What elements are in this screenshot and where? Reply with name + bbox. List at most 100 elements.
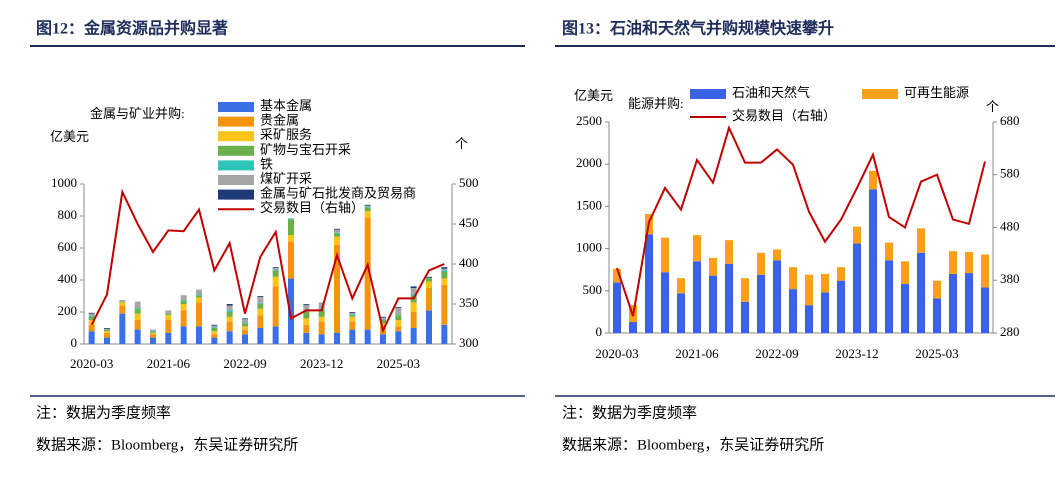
bar bbox=[196, 294, 202, 296]
bar bbox=[725, 263, 733, 333]
bar bbox=[426, 281, 432, 288]
bar bbox=[226, 304, 233, 306]
bar bbox=[242, 326, 248, 330]
bar bbox=[441, 324, 448, 344]
legend-label: 基本金属 bbox=[260, 98, 312, 113]
bar bbox=[380, 323, 386, 327]
bar bbox=[380, 334, 386, 344]
bar bbox=[272, 326, 279, 344]
bar bbox=[334, 233, 340, 237]
bar bbox=[901, 284, 909, 333]
bar bbox=[869, 189, 877, 333]
bar bbox=[272, 267, 279, 268]
bar bbox=[104, 329, 110, 332]
y2-tick-label: 400 bbox=[459, 255, 479, 270]
bar bbox=[104, 331, 110, 333]
bar bbox=[180, 304, 187, 311]
y-tick-label: 1000 bbox=[51, 175, 77, 190]
y2-tick-label: 380 bbox=[1000, 271, 1020, 286]
y-tick-label: 0 bbox=[71, 335, 78, 350]
bar bbox=[965, 251, 973, 274]
bar bbox=[226, 321, 233, 332]
bar bbox=[226, 310, 233, 312]
bar bbox=[318, 334, 325, 344]
bar bbox=[334, 229, 340, 233]
bar bbox=[805, 305, 813, 333]
x-tick-label: 2025-03 bbox=[915, 346, 958, 361]
y-tick-label: 200 bbox=[58, 303, 78, 318]
x-tick-label: 2023-12 bbox=[300, 356, 343, 371]
bar bbox=[150, 332, 156, 335]
bar bbox=[709, 275, 717, 333]
bar bbox=[380, 320, 386, 324]
bar bbox=[257, 304, 264, 309]
bar bbox=[334, 228, 340, 230]
bar bbox=[180, 326, 187, 344]
bar bbox=[364, 211, 371, 218]
bar bbox=[334, 244, 340, 333]
bar bbox=[334, 232, 340, 234]
bar bbox=[349, 312, 356, 313]
bar bbox=[134, 308, 141, 309]
legend-swatch bbox=[218, 102, 254, 112]
y2-axis-label: 个 bbox=[455, 136, 468, 151]
bar bbox=[773, 249, 781, 261]
bar bbox=[134, 308, 141, 314]
bar bbox=[741, 301, 749, 333]
bar bbox=[272, 268, 279, 270]
bar bbox=[441, 270, 448, 272]
bar bbox=[104, 328, 110, 330]
y2-tick-label: 280 bbox=[1000, 324, 1020, 339]
bar bbox=[789, 289, 797, 333]
bar bbox=[196, 289, 202, 295]
bar bbox=[981, 287, 989, 333]
legend-label: 可再生能源 bbox=[904, 85, 969, 100]
bar bbox=[150, 334, 156, 338]
legend-swatch bbox=[690, 89, 726, 99]
bar bbox=[88, 316, 95, 320]
bar bbox=[805, 274, 813, 306]
bar bbox=[165, 320, 172, 333]
bar bbox=[725, 240, 733, 264]
legend-label: 交易数目（右轴） bbox=[260, 200, 364, 215]
bar bbox=[410, 294, 417, 296]
note: 注：数据为季度频率 bbox=[562, 404, 697, 421]
line bbox=[90, 188, 445, 334]
bar bbox=[885, 242, 893, 261]
y2-tick-label: 480 bbox=[1000, 218, 1020, 233]
bar bbox=[211, 328, 218, 332]
bar bbox=[119, 301, 126, 303]
bar bbox=[426, 276, 432, 278]
bar bbox=[88, 312, 95, 314]
bar bbox=[613, 282, 621, 333]
bar bbox=[88, 320, 95, 325]
y2-tick-label: 500 bbox=[459, 175, 479, 190]
x-tick-label: 2022-09 bbox=[755, 346, 798, 361]
bar bbox=[303, 304, 310, 312]
x-tick-label: 2021-06 bbox=[147, 356, 191, 371]
bar bbox=[134, 301, 141, 308]
bar bbox=[257, 296, 264, 297]
legend-label: 铁 bbox=[260, 156, 273, 171]
bar bbox=[613, 268, 621, 283]
bar bbox=[965, 273, 973, 333]
legend-label: 交易数目（右轴） bbox=[732, 108, 836, 123]
legend-label: 石油和天然气 bbox=[732, 85, 810, 100]
bar bbox=[349, 316, 356, 322]
y-tick-label: 2000 bbox=[576, 155, 602, 170]
bar bbox=[821, 292, 829, 333]
note: 注：数据为季度频率 bbox=[36, 404, 171, 421]
bar bbox=[677, 278, 685, 294]
bar bbox=[226, 331, 233, 344]
bar bbox=[242, 318, 248, 320]
bar bbox=[303, 318, 310, 325]
bar bbox=[410, 288, 417, 295]
bar bbox=[757, 274, 765, 333]
bar bbox=[150, 329, 156, 332]
legend-title: 能源并购: bbox=[628, 96, 684, 111]
legend-label: 金属与矿石批发商及贸易商 bbox=[260, 186, 416, 201]
legend-swatch bbox=[218, 145, 254, 156]
bar bbox=[837, 267, 845, 281]
legend-swatch bbox=[218, 175, 254, 185]
bar bbox=[272, 269, 279, 271]
